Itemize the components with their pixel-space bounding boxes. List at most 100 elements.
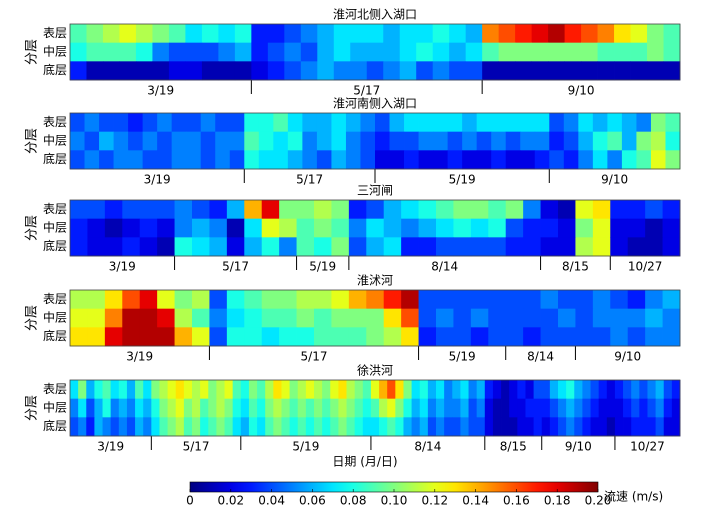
heat-cell xyxy=(671,380,681,400)
heat-cell xyxy=(621,113,637,133)
heat-cell xyxy=(650,113,666,133)
heat-cell xyxy=(520,150,536,170)
heat-cell xyxy=(104,200,123,220)
heat-cell xyxy=(581,61,598,81)
segment-label: 5/17 xyxy=(296,173,323,187)
heat-cell xyxy=(578,150,594,170)
heat-cell xyxy=(460,380,469,400)
heat-cell xyxy=(143,417,152,437)
heat-cell xyxy=(436,398,445,418)
heat-cell xyxy=(226,290,245,310)
heat-cell xyxy=(662,200,681,220)
heat-cell xyxy=(470,290,489,310)
heat-cell xyxy=(370,398,380,418)
heat-cell xyxy=(563,150,579,170)
heat-cell xyxy=(614,398,624,418)
heat-cell xyxy=(517,380,526,400)
heat-cell xyxy=(87,290,106,310)
heat-cell xyxy=(297,417,307,437)
heat-cell xyxy=(449,24,467,44)
heat-cell xyxy=(581,42,598,62)
heat-cell xyxy=(201,61,219,81)
heat-cell xyxy=(300,61,318,81)
panel-title: 徐洪河 xyxy=(357,363,393,378)
heat-cell xyxy=(662,290,681,310)
heat-cell xyxy=(541,380,551,400)
heat-cell xyxy=(623,380,632,400)
heat-cell xyxy=(119,61,137,81)
heat-cell xyxy=(465,42,483,62)
heat-cell xyxy=(273,417,282,437)
heat-cell xyxy=(650,131,666,151)
heat-cell xyxy=(395,398,404,418)
heat-cell xyxy=(314,380,323,400)
heat-cell xyxy=(509,417,518,437)
heat-cell xyxy=(258,150,274,170)
heat-cell xyxy=(248,398,258,418)
heat-cell xyxy=(366,61,384,81)
heat-cell xyxy=(314,218,332,238)
heat-cell xyxy=(566,398,575,418)
heat-cell xyxy=(436,237,454,257)
heat-cell xyxy=(113,131,129,151)
heat-cell xyxy=(143,398,152,418)
heat-cell xyxy=(99,131,114,151)
heat-cell xyxy=(647,61,664,81)
heat-cell xyxy=(575,218,594,238)
heat-cell xyxy=(234,42,252,62)
heat-cell xyxy=(122,237,141,257)
heat-cell xyxy=(186,150,202,170)
heat-cell xyxy=(416,24,434,44)
heat-cell xyxy=(515,61,533,81)
segment-label: 5/19 xyxy=(292,440,319,454)
heat-cell xyxy=(333,42,351,62)
heat-cell xyxy=(548,42,565,62)
panel-title: 淮河南侧入湖口 xyxy=(333,96,417,111)
heat-cell xyxy=(366,218,385,238)
heat-cell xyxy=(183,398,193,418)
heat-cell xyxy=(482,61,500,81)
heat-cell xyxy=(330,380,339,400)
heat-cell xyxy=(470,327,489,347)
heat-cell xyxy=(289,398,299,418)
heat-cell xyxy=(492,417,502,437)
heat-cell xyxy=(498,42,516,62)
heat-cell xyxy=(444,417,453,437)
heat-cell xyxy=(209,218,228,238)
heat-cell xyxy=(636,131,652,151)
heat-cell xyxy=(401,200,419,220)
heat-cell xyxy=(671,398,681,418)
heat-cell xyxy=(389,150,405,170)
heat-cell xyxy=(314,327,332,347)
heat-cell xyxy=(157,308,175,328)
heat-cell xyxy=(281,380,290,400)
heat-cell xyxy=(183,380,193,400)
heat-cell xyxy=(226,200,245,220)
heat-cell xyxy=(453,290,472,310)
heat-cell xyxy=(224,398,234,418)
heat-cell xyxy=(244,327,263,347)
heat-cell xyxy=(70,417,79,437)
heat-cell xyxy=(462,131,478,151)
heat-cell xyxy=(610,200,629,220)
heat-cell xyxy=(84,150,100,170)
heat-cell xyxy=(606,417,616,437)
segment-label: 5/17 xyxy=(301,350,328,364)
heat-cell xyxy=(151,417,160,437)
heat-cell xyxy=(663,61,681,81)
heat-cell xyxy=(515,24,533,44)
heat-cell xyxy=(70,24,87,44)
segment-label: 9/10 xyxy=(614,350,641,364)
heat-cell xyxy=(566,380,575,400)
heat-cell xyxy=(171,131,187,151)
heat-cell xyxy=(389,113,405,133)
heat-cell xyxy=(540,327,559,347)
heat-cell xyxy=(523,308,541,328)
heat-cell xyxy=(597,61,615,81)
heat-cell xyxy=(564,24,582,44)
heat-cell xyxy=(104,308,123,328)
heat-cell xyxy=(549,150,565,170)
heat-cell xyxy=(655,417,665,437)
heat-cell xyxy=(574,398,583,418)
heat-cell xyxy=(287,113,303,133)
